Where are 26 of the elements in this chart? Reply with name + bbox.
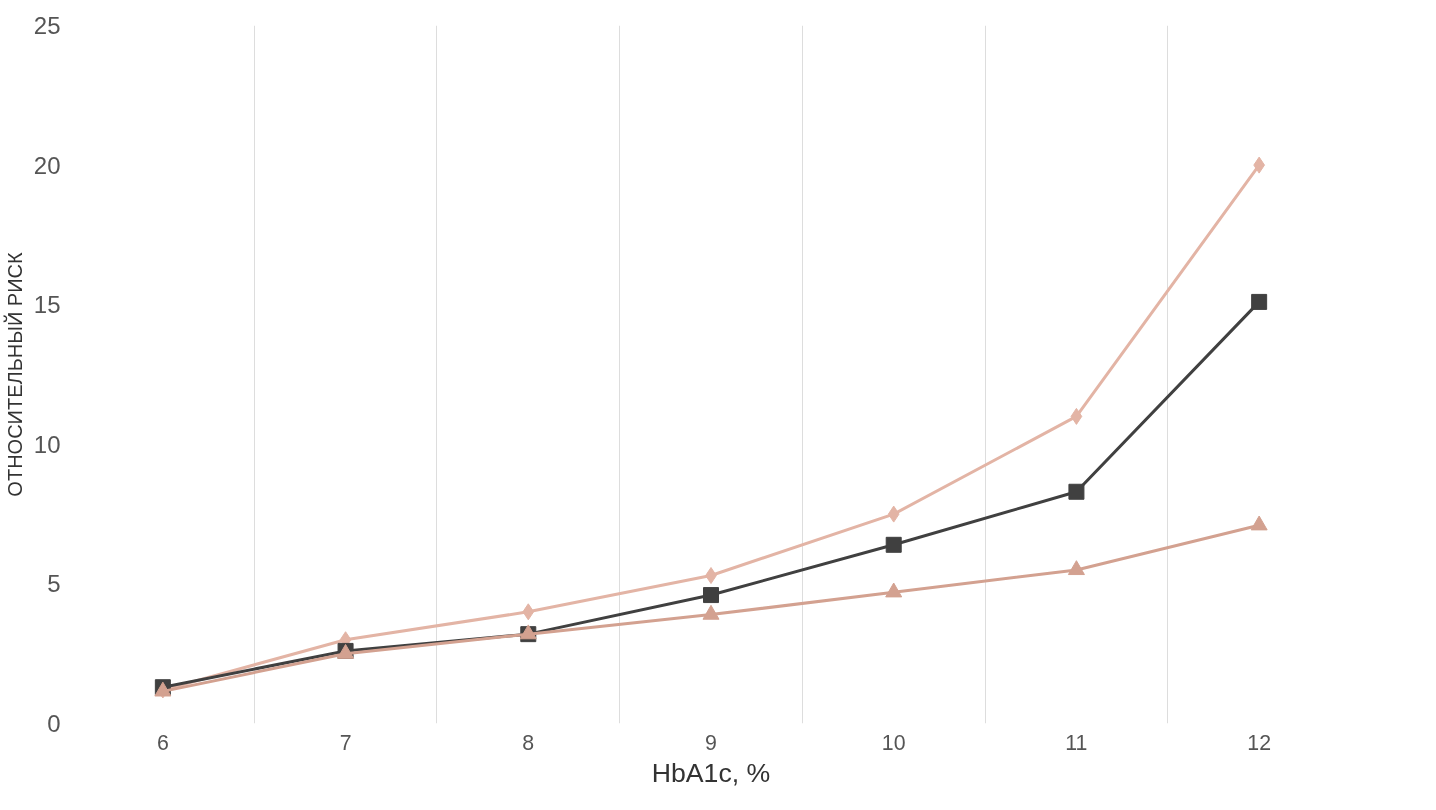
point <box>1068 483 1085 500</box>
y-tick-label: 20 <box>33 151 61 179</box>
point <box>1250 515 1268 531</box>
y-tick-label: 0 <box>47 710 61 737</box>
point <box>1070 407 1083 425</box>
x-tick-label: 10 <box>881 730 906 755</box>
y-tick-label: 10 <box>33 430 61 458</box>
x-tick-label: 9 <box>705 730 717 755</box>
y-tick-label: 25 <box>33 12 61 39</box>
y-axis-title: ОТНОСИТЕЛЬНЫЙ РИСК <box>2 252 26 497</box>
x-axis-title: HbA1c, % <box>651 757 771 788</box>
point <box>1251 293 1268 310</box>
point <box>887 505 900 523</box>
x-tick-label: 12 <box>1247 730 1272 755</box>
point <box>702 604 720 620</box>
point <box>885 582 903 598</box>
point <box>885 536 902 553</box>
point <box>522 603 535 621</box>
y-tick-label: 5 <box>47 570 61 598</box>
x-tick-label: 11 <box>1065 730 1088 755</box>
x-tick-label: 7 <box>339 730 352 755</box>
y-tick-label: 15 <box>33 291 61 319</box>
point <box>703 587 719 604</box>
x-tick-label: 6 <box>156 730 169 755</box>
point <box>1067 560 1085 576</box>
x-tick-label: 8 <box>522 730 535 755</box>
